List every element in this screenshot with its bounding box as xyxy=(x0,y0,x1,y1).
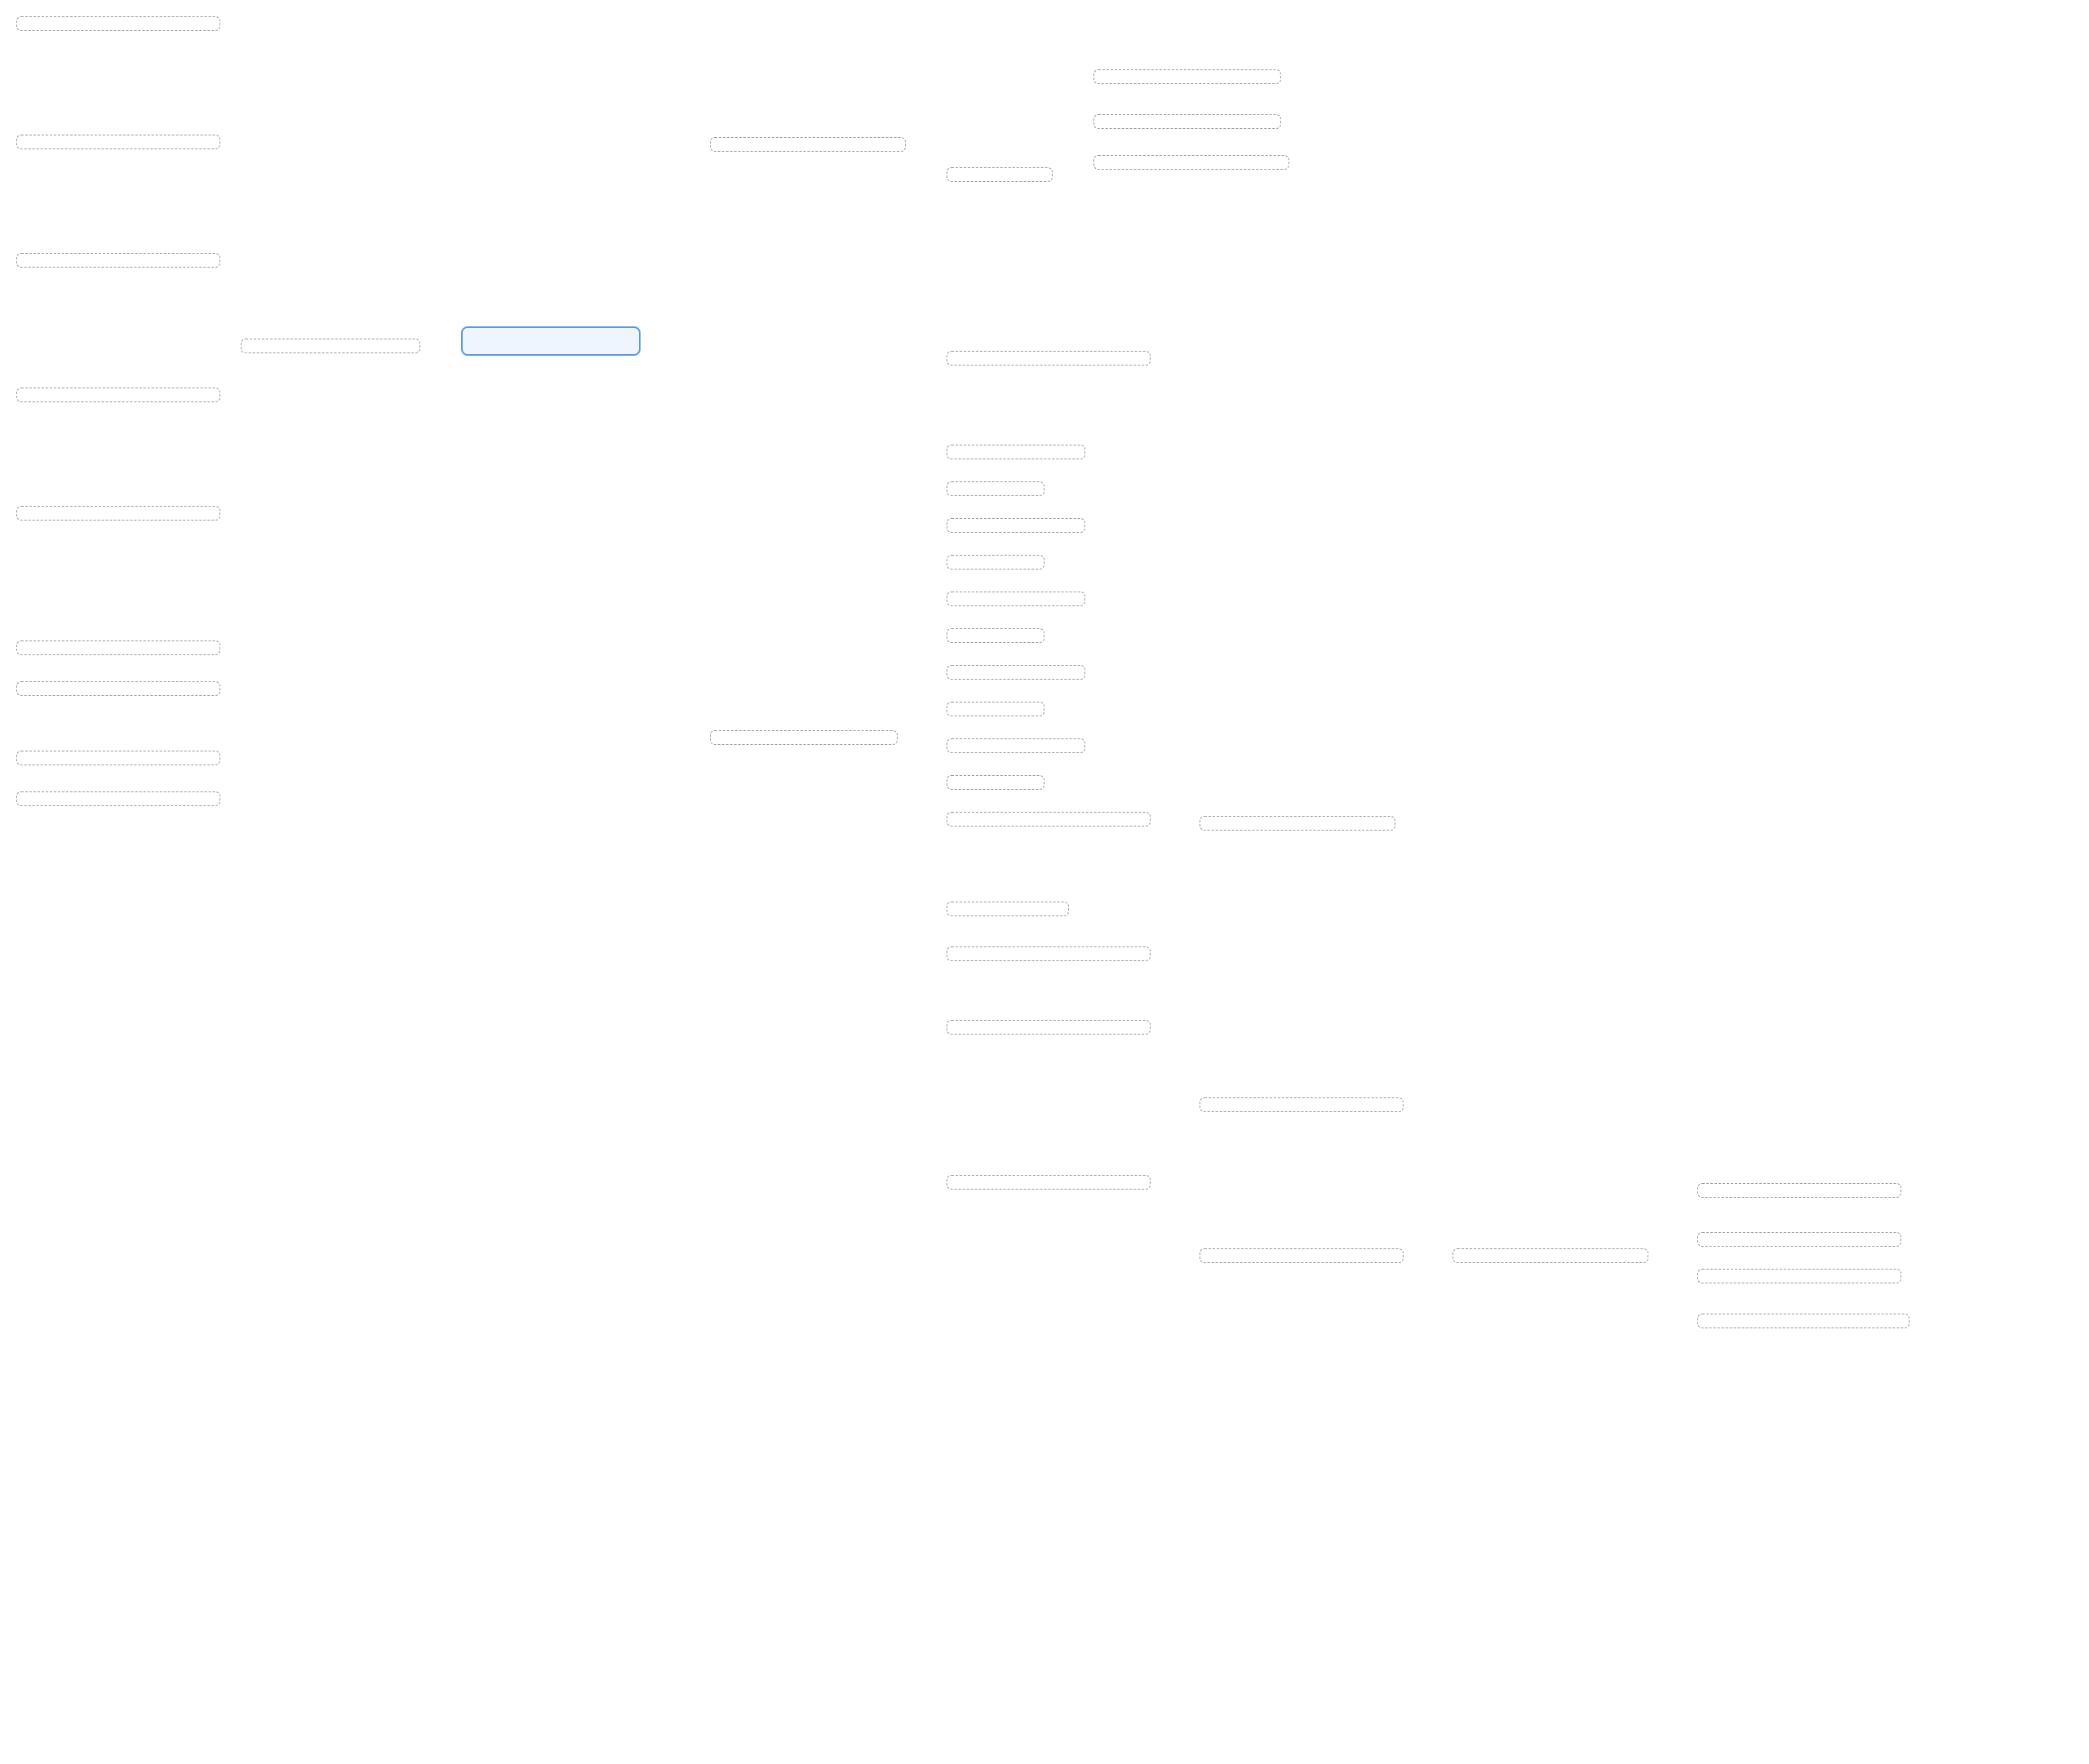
branch-1-node xyxy=(1093,114,1281,129)
connector-layer xyxy=(0,0,2089,1764)
branch-3-node xyxy=(1697,1232,1901,1247)
branch-3-node xyxy=(947,481,1044,496)
branch-2-node xyxy=(16,791,220,806)
branch-3-node xyxy=(947,946,1151,961)
branch-1-heading xyxy=(710,137,906,152)
branch-3-heading xyxy=(710,730,898,745)
branch-3-node xyxy=(1200,1097,1404,1112)
branch-3-node xyxy=(947,1020,1151,1035)
branch-2-node xyxy=(16,640,220,655)
branch-3-node xyxy=(947,351,1151,366)
branch-3-node xyxy=(947,738,1085,753)
branch-2-node xyxy=(16,388,220,402)
branch-2-node xyxy=(16,681,220,696)
branch-3-node xyxy=(947,812,1151,827)
branch-1-node xyxy=(1093,69,1281,84)
branch-3-node xyxy=(947,518,1085,533)
center-topic xyxy=(461,326,641,356)
branch-3-node xyxy=(1453,1248,1648,1263)
branch-3-node xyxy=(947,775,1044,790)
branch-3-node xyxy=(1200,1248,1404,1263)
branch-2-heading xyxy=(241,339,420,353)
branch-3-node xyxy=(947,702,1044,716)
branch-3-node xyxy=(947,592,1085,606)
branch-3-node xyxy=(947,445,1085,459)
branch-3-node xyxy=(947,628,1044,643)
branch-1-node xyxy=(1093,155,1289,170)
branch-1-sub xyxy=(947,167,1053,182)
branch-3-node xyxy=(1697,1269,1901,1283)
branch-2-node xyxy=(16,253,220,268)
branch-3-node xyxy=(1697,1314,1909,1328)
branch-3-node xyxy=(947,1175,1151,1190)
branch-3-node xyxy=(1200,816,1395,831)
branch-3-node xyxy=(947,902,1069,916)
branch-2-node xyxy=(16,135,220,149)
branch-2-node xyxy=(16,506,220,521)
branch-3-node xyxy=(947,555,1044,570)
branch-2-node xyxy=(16,751,220,765)
branch-3-node xyxy=(1697,1183,1901,1198)
branch-3-node xyxy=(947,665,1085,680)
branch-2-node xyxy=(16,16,220,31)
